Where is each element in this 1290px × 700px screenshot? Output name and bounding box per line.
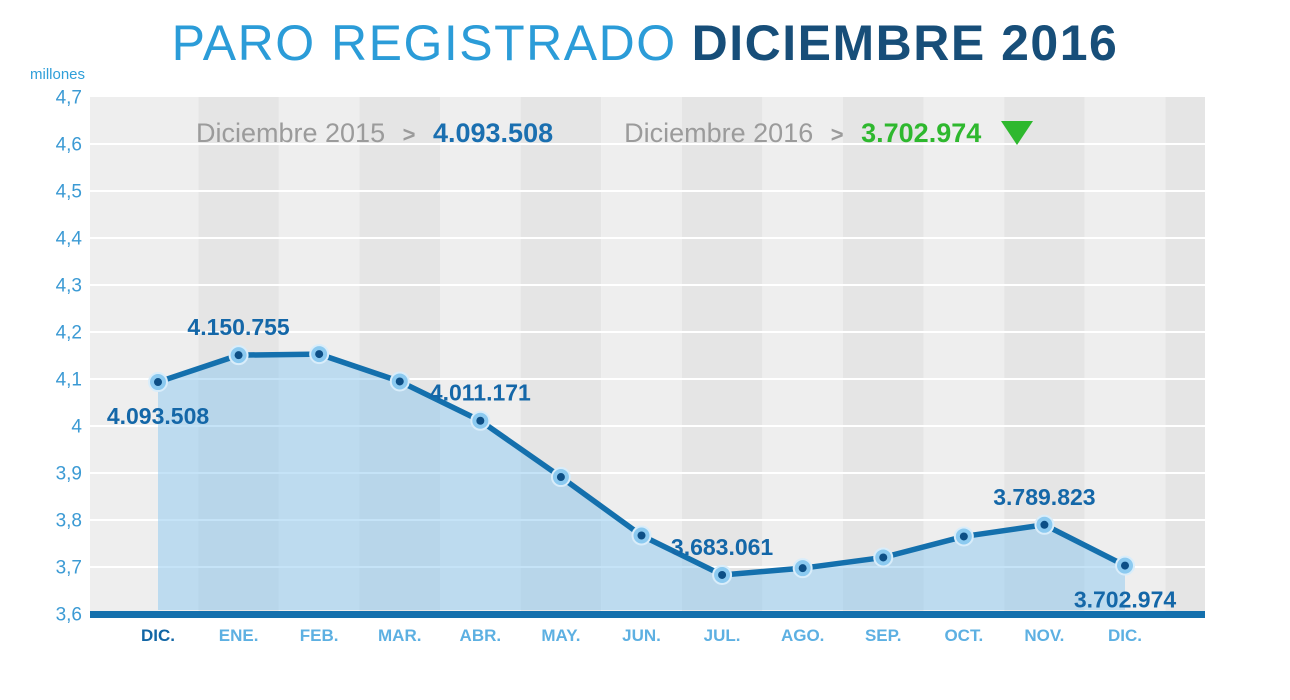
chart-legend: Diciembre 2015 > 4.093.508 Diciembre 201… — [196, 118, 1033, 149]
data-point-marker-dot — [1121, 561, 1129, 570]
x-axis-line — [90, 611, 1205, 618]
x-axis-label: JUN. — [622, 626, 661, 645]
legend-curr-label: Diciembre 2016 — [624, 118, 814, 148]
page-title-bold: DICIEMBRE 2016 — [691, 15, 1119, 71]
data-point-marker-dot — [315, 350, 324, 359]
data-point-marker-dot — [556, 473, 565, 482]
x-axis-label: NOV. — [1024, 626, 1064, 645]
legend-prev-separator: > — [402, 122, 416, 147]
y-axis-tick-label: 4 — [71, 417, 82, 438]
trend-down-triangle-icon — [1000, 121, 1033, 145]
data-point-marker-dot — [1040, 520, 1049, 529]
y-axis-tick-label: 4,5 — [56, 182, 82, 203]
plot-stripe — [1084, 97, 1166, 614]
plot-stripe — [762, 97, 843, 614]
area-fill — [158, 354, 1125, 610]
y-axis-tick-label: 3,8 — [56, 511, 82, 532]
legend-curr-value: 3.702.974 — [861, 118, 982, 148]
x-axis-label: FEB. — [300, 626, 339, 645]
y-axis-tick-label: 4,4 — [56, 229, 83, 250]
data-point-label: 3.702.974 — [1074, 587, 1177, 613]
data-point-label: 4.093.508 — [107, 403, 210, 429]
plot-stripe — [1165, 97, 1205, 614]
y-axis-unit-label: millones — [30, 66, 86, 83]
data-point-marker-dot — [154, 378, 162, 387]
x-axis-label: MAR. — [378, 626, 421, 645]
x-axis-label: MAY. — [541, 626, 580, 645]
y-axis-tick-label: 4,3 — [56, 276, 82, 297]
data-point-marker-dot — [798, 564, 807, 573]
x-axis-label: AGO. — [781, 626, 824, 645]
y-axis-tick-label: 4,1 — [56, 370, 82, 391]
data-point-marker-dot — [718, 570, 727, 579]
data-point-marker-dot — [879, 553, 888, 562]
data-point-marker-dot — [637, 531, 646, 540]
legend-curr-separator: > — [830, 122, 844, 147]
y-axis-tick-label: 3,6 — [56, 605, 82, 626]
x-axis-label: DIC. — [1108, 626, 1142, 645]
data-point-label: 3.683.061 — [671, 534, 774, 560]
data-point-label: 4.150.755 — [187, 314, 290, 340]
page-title-light: PARO REGISTRADO — [171, 15, 677, 71]
plot-stripe — [842, 97, 924, 614]
x-axis-label: SEP. — [865, 626, 902, 645]
data-point-label: 3.789.823 — [993, 484, 1095, 510]
legend-prev-value: 4.093.508 — [432, 118, 554, 148]
data-point-marker-dot — [234, 351, 243, 360]
x-axis-label: JUL. — [704, 626, 741, 645]
data-point-marker-dot — [476, 416, 485, 425]
y-axis-tick-label: 4,2 — [56, 323, 82, 344]
legend-prev-label: Diciembre 2015 — [196, 118, 386, 148]
y-axis-tick-label: 4,6 — [56, 135, 82, 156]
plot-stripe — [681, 97, 763, 614]
y-axis-tick-label: 3,7 — [56, 558, 82, 579]
x-axis-label: ABR. — [460, 626, 502, 645]
x-axis-label: ENE. — [219, 626, 259, 645]
data-point-label: 4.011.171 — [430, 380, 531, 406]
y-axis-tick-label: 4,7 — [56, 88, 82, 109]
page-title: PARO REGISTRADO DICIEMBRE 2016 — [0, 14, 1290, 72]
y-axis-tick-label: 3,9 — [56, 464, 82, 485]
data-point-marker-dot — [959, 532, 968, 541]
x-axis-label: OCT. — [944, 626, 983, 645]
data-point-marker-dot — [395, 377, 404, 386]
x-axis-label: DIC. — [141, 626, 175, 645]
